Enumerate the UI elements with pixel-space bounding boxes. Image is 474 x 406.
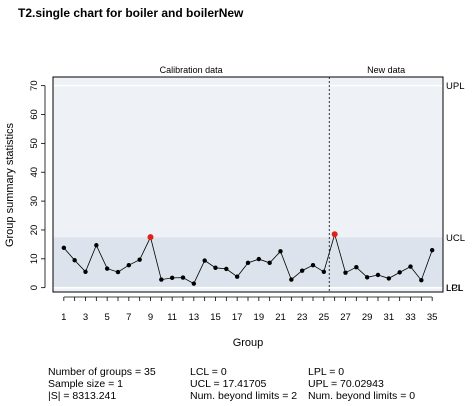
data-point (375, 272, 381, 278)
data-point (169, 275, 175, 281)
data-point (224, 266, 229, 272)
x-tick-label: 9 (148, 312, 153, 323)
y-tick-label: 40 (29, 167, 40, 178)
y-tick-label: 30 (29, 196, 40, 207)
x-tick-label: 5 (105, 312, 110, 323)
x-tick-label: 27 (340, 312, 351, 323)
data-point (191, 281, 197, 286)
y-tick-label: 60 (29, 109, 40, 120)
y-tick-label: 50 (29, 138, 40, 149)
section-label-new: New data (367, 65, 405, 75)
data-point (321, 269, 327, 274)
data-point (180, 275, 186, 280)
x-tick-label: 35 (427, 312, 438, 323)
stat-beyond-pl: Num. beyond limits = 0 (308, 390, 416, 402)
stat-beyond-cl: Num. beyond limits = 2 (190, 390, 298, 402)
data-point (234, 274, 240, 279)
x-tick-label: 23 (297, 312, 308, 323)
stat-lcl: LCL = 0 (190, 366, 227, 378)
stat-ucl: UCL = 17.41705 (190, 378, 267, 390)
x-tick-label: 19 (254, 312, 265, 323)
x-tick-label: 15 (210, 312, 221, 323)
data-point (256, 256, 262, 262)
y-tick-label: 0 (29, 285, 40, 290)
data-point (408, 264, 413, 269)
y-tick-label: 70 (29, 80, 40, 91)
y-tick-label: 10 (29, 254, 40, 265)
stat-det-s: |S| = 8313.241 (48, 390, 117, 402)
data-point (159, 277, 164, 282)
section-label-calibration: Calibration data (160, 65, 223, 75)
x-tick-label: 33 (405, 312, 416, 323)
data-point (126, 262, 132, 268)
x-axis-label: Group (233, 337, 264, 349)
data-point (343, 270, 348, 275)
data-point (299, 268, 305, 273)
data-point (354, 264, 359, 270)
data-point (245, 260, 251, 266)
x-tick-label: 29 (362, 312, 373, 323)
chart-title: T2.single chart for boiler and boilerNew (18, 6, 244, 20)
x-tick-label: 25 (319, 312, 330, 323)
x-tick-label: 21 (275, 312, 286, 323)
data-point (364, 275, 370, 280)
data-point (72, 258, 77, 263)
data-point (94, 243, 99, 248)
limit-label-ucl: UCL (446, 233, 465, 244)
data-point (310, 262, 316, 268)
data-point (386, 276, 392, 281)
data-point (213, 265, 218, 270)
limit-label-lcl: LCL (446, 283, 463, 294)
data-point (104, 266, 110, 271)
limit-label-upl: UPL (446, 81, 464, 92)
data-point (267, 260, 272, 266)
stat-groups: Number of groups = 35 (48, 366, 156, 378)
x-tick-label: 31 (384, 312, 395, 323)
data-point (419, 277, 424, 283)
y-axis: 0 10 20 30 40 50 60 70 (29, 80, 46, 290)
x-tick-label: 17 (232, 312, 243, 323)
x-axis: 1 3 5 7 9 11 13 15 17 19 21 23 25 27 29 31 33 35 (61, 296, 438, 323)
plot-frame (52, 76, 444, 293)
data-point (397, 270, 402, 275)
data-point-violation (331, 231, 338, 238)
data-points (61, 231, 435, 286)
data-point (83, 269, 88, 274)
x-tick-label: 13 (189, 312, 200, 323)
x-tick-label: 3 (83, 312, 88, 323)
stat-upl: UPL = 70.02943 (308, 378, 384, 390)
data-point (429, 247, 435, 253)
data-point (202, 258, 207, 263)
data-point-violation (147, 234, 154, 241)
data-point (289, 277, 294, 282)
y-tick-label: 20 (29, 225, 40, 236)
data-point (137, 257, 142, 262)
y-axis-label: Group summary statistics (4, 122, 16, 247)
stat-lpl: LPL = 0 (308, 366, 345, 378)
stat-sample-size: Sample size = 1 (48, 378, 123, 390)
data-point (115, 269, 121, 275)
data-point (61, 245, 67, 251)
x-tick-label: 11 (167, 312, 177, 323)
x-tick-label: 7 (126, 312, 131, 323)
x-tick-label: 1 (61, 312, 66, 323)
limit-label-lpl: LPL (446, 283, 463, 294)
data-point (278, 249, 283, 254)
